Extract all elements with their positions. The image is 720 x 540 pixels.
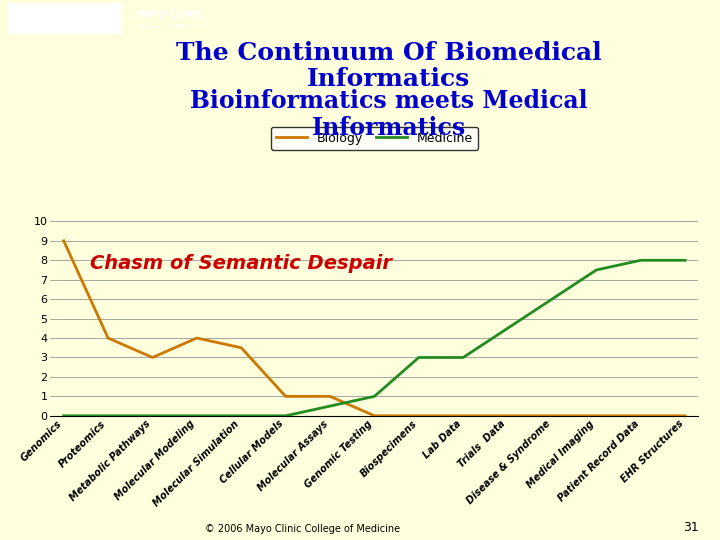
- Text: Biomedical Informatics: Biomedical Informatics: [137, 24, 209, 29]
- Text: Bioinformatics meets Medical: Bioinformatics meets Medical: [190, 89, 588, 112]
- Text: Informatics: Informatics: [312, 116, 466, 139]
- Text: MAYO CLINIC: MAYO CLINIC: [137, 10, 202, 19]
- Text: Informatics: Informatics: [307, 68, 470, 91]
- Text: The Continuum Of Biomedical: The Continuum Of Biomedical: [176, 40, 602, 64]
- Text: © 2006 Mayo Clinic College of Medicine: © 2006 Mayo Clinic College of Medicine: [204, 523, 400, 534]
- Text: 31: 31: [683, 521, 698, 534]
- Text: Chasm of Semantic Despair: Chasm of Semantic Despair: [90, 254, 392, 273]
- Bar: [7, 3, 122, 34]
- Legend: Biology, Medicine: Biology, Medicine: [271, 126, 478, 150]
